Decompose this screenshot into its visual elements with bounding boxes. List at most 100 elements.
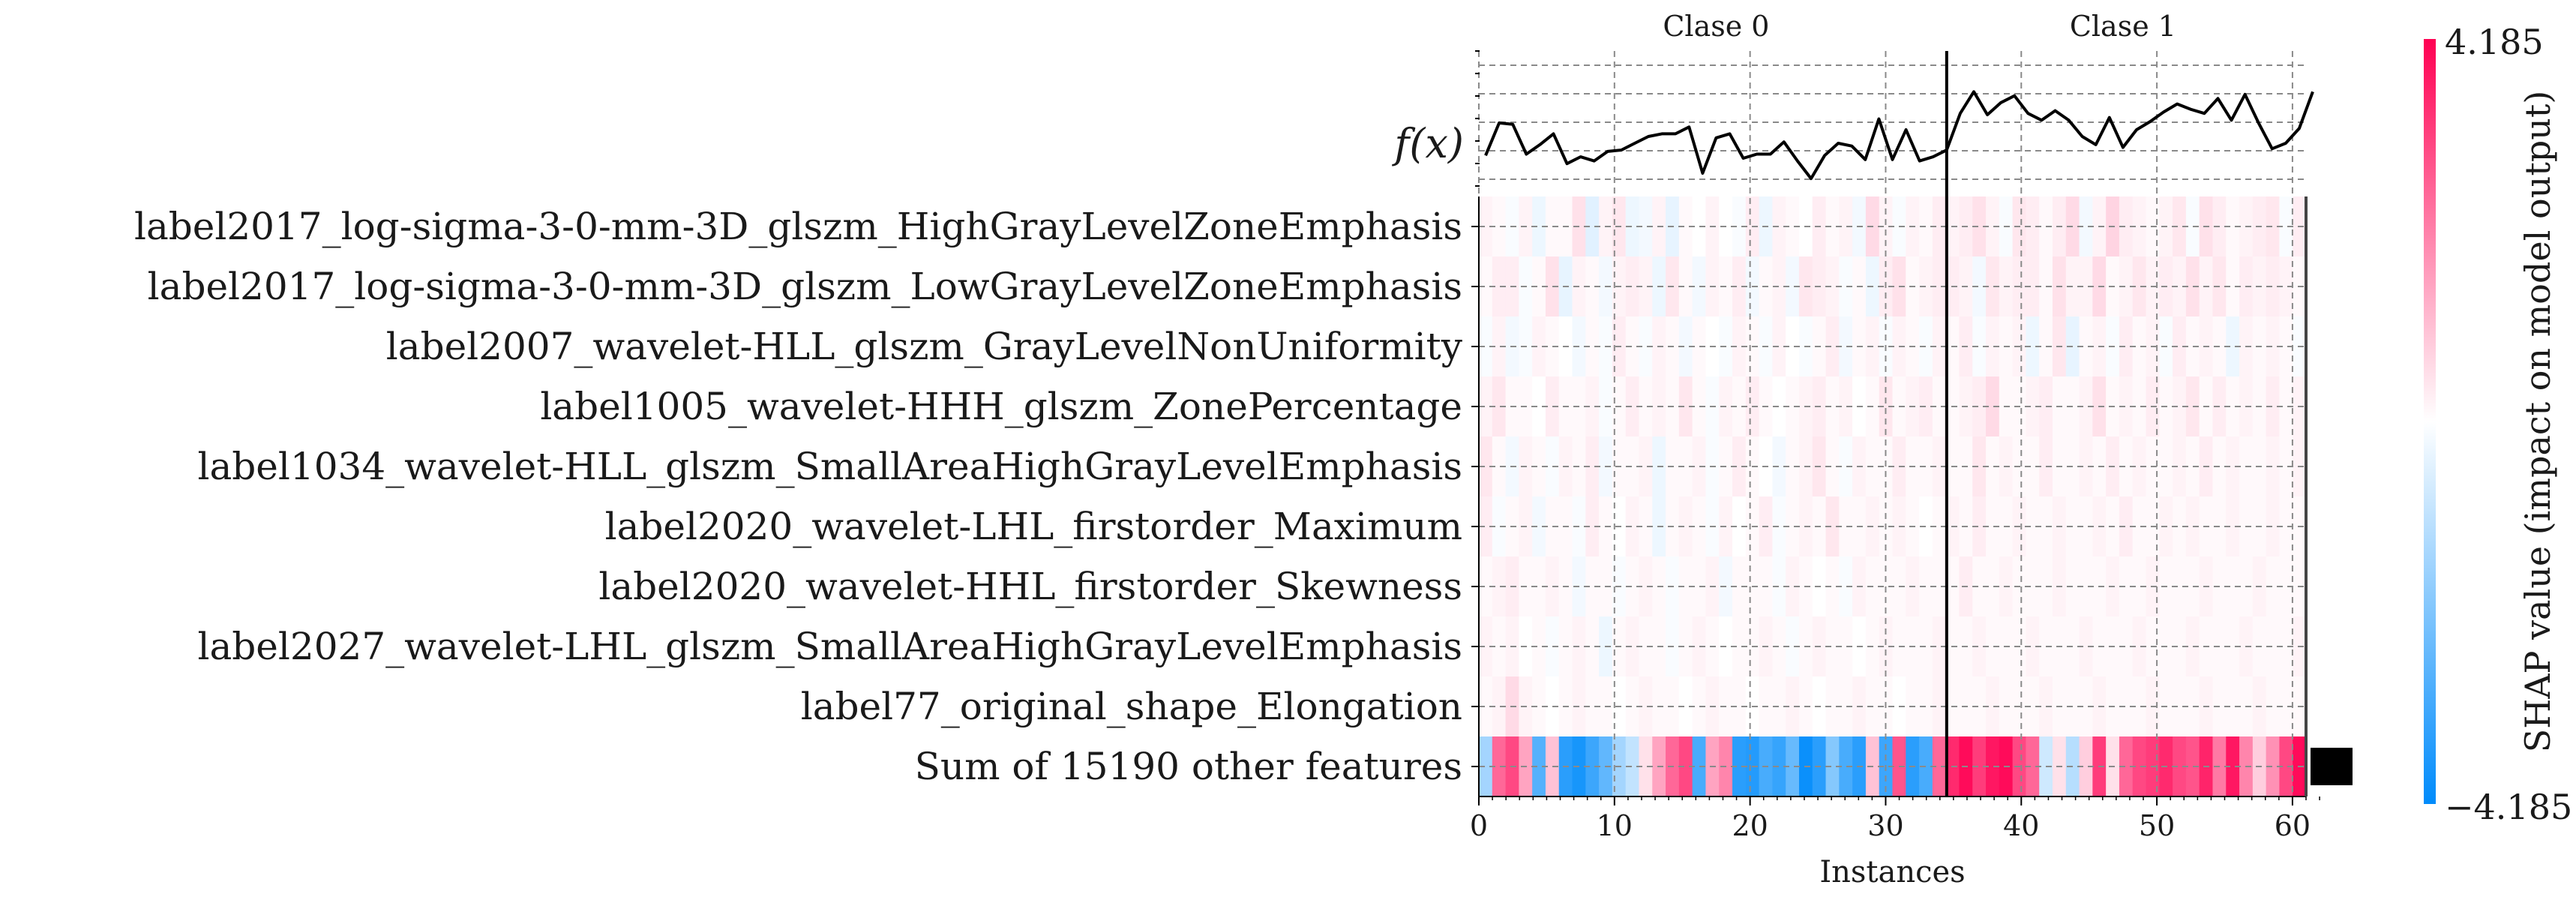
- heatmap-cell: [2226, 676, 2240, 736]
- heatmap-cell: [2132, 196, 2147, 256]
- heatmap-cell: [2266, 676, 2281, 736]
- heatmap-cell: [2026, 256, 2040, 316]
- heatmap-cell: [1532, 616, 1546, 676]
- heatmap-cell: [1585, 436, 1600, 496]
- heatmap-cell: [1532, 316, 1546, 376]
- heatmap-cell: [2026, 676, 2040, 736]
- heatmap-cell: [2026, 616, 2040, 676]
- heatmap-cell: [1919, 496, 1933, 556]
- heatmap-cell: [2079, 496, 2093, 556]
- feature-label: label2020_wavelet-LHL_firstorder_Maximum: [605, 505, 1462, 548]
- x-tick-label: 40: [2003, 809, 2039, 842]
- heatmap-cell: [2266, 496, 2281, 556]
- heatmap-cell: [2173, 256, 2187, 316]
- heatmap-cell: [1879, 376, 1894, 436]
- heatmap-cell: [2079, 316, 2093, 376]
- heatmap-cell: [1986, 376, 2000, 436]
- x-tick-label: 20: [1732, 809, 1768, 842]
- heatmap-cell: [2279, 676, 2293, 736]
- heatmap-cell: [2079, 196, 2093, 256]
- heatmap-cell: [1839, 316, 1853, 376]
- heatmap-cell: [2079, 556, 2093, 616]
- heatmap-cell: [1479, 256, 1493, 316]
- heatmap-cell: [1532, 436, 1546, 496]
- heatmap-cell: [1479, 376, 1493, 436]
- heatmap-cell: [1678, 556, 1693, 616]
- heatmap-cell: [1625, 556, 1640, 616]
- heatmap-cell: [1585, 676, 1600, 736]
- heatmap-cell: [2079, 676, 2093, 736]
- heatmap-cell: [1678, 616, 1693, 676]
- feature-label: label2027_wavelet-LHL_glszm_SmallAreaHig…: [198, 625, 1463, 668]
- heatmap-cell: [2173, 616, 2187, 676]
- heatmap-cell: [1919, 196, 1933, 256]
- heatmap-cell: [1986, 676, 2000, 736]
- heatmap-cell: [2026, 556, 2040, 616]
- heatmap-cell: [1639, 736, 1653, 796]
- heatmap-cell: [1585, 736, 1600, 796]
- heatmap-cell: [1932, 196, 1947, 256]
- heatmap-cell: [1986, 256, 2000, 316]
- heatmap-cell: [2173, 376, 2187, 436]
- heatmap-cell: [1879, 436, 1894, 496]
- heatmap-cell: [1825, 196, 1840, 256]
- heatmap-cell: [1772, 316, 1786, 376]
- heatmap-cell: [1839, 556, 1853, 616]
- heatmap-cell: [2132, 556, 2147, 616]
- heatmap-cell: [2266, 196, 2281, 256]
- class-label-1: Clase 1: [2070, 10, 2176, 43]
- heatmap-cell: [1678, 256, 1693, 316]
- heatmap-cell: [1492, 616, 1507, 676]
- heatmap-cell: [2079, 256, 2093, 316]
- heatmap-cell: [1585, 316, 1600, 376]
- heatmap-cell: [2226, 736, 2240, 796]
- heatmap-cell: [1825, 256, 1840, 316]
- heatmap-cell: [2132, 736, 2147, 796]
- heatmap-cell: [1639, 496, 1653, 556]
- heatmap-cell: [1986, 556, 2000, 616]
- heatmap-cell: [2226, 436, 2240, 496]
- heatmap-cell: [1732, 496, 1747, 556]
- heatmap-cell: [1585, 196, 1600, 256]
- feature-labels: label2017_log-sigma-3-0-mm-3D_glszm_High…: [134, 205, 1479, 788]
- heatmap-cell: [1839, 436, 1853, 496]
- heatmap-cell: [1678, 316, 1693, 376]
- x-axis-label: Instances: [1819, 855, 1965, 890]
- heatmap-cell: [1772, 256, 1786, 316]
- heatmap-cell: [1919, 436, 1933, 496]
- heatmap-cell: [2119, 616, 2134, 676]
- heatmap-cell: [2279, 616, 2293, 676]
- heatmap-cell: [1732, 196, 1747, 256]
- heatmap-cell: [1972, 736, 1987, 796]
- heatmap-cell: [2132, 376, 2147, 436]
- heatmap-cell: [1585, 256, 1600, 316]
- heatmap-cell: [1532, 376, 1546, 436]
- heatmap-cell: [2279, 316, 2293, 376]
- colorbar-min-label: −4.185: [2445, 787, 2572, 827]
- heatmap-cell: [1986, 496, 2000, 556]
- heatmap-cell: [1492, 196, 1507, 256]
- heatmap-cell: [1678, 736, 1693, 796]
- heatmap-cell: [2119, 316, 2134, 376]
- heatmap-cell: [1825, 736, 1840, 796]
- heatmap-cell: [1639, 316, 1653, 376]
- heatmap-cell: [1732, 676, 1747, 736]
- heatmap-cell: [1919, 676, 1933, 736]
- heatmap-cell: [2279, 196, 2293, 256]
- heatmap-cell: [1585, 496, 1600, 556]
- heatmap-cell: [1786, 256, 1800, 316]
- heatmap-cell: [1479, 496, 1493, 556]
- heatmap-cell: [1625, 196, 1640, 256]
- heatmap-cell: [1692, 676, 1707, 736]
- heatmap-cell: [1919, 736, 1933, 796]
- heatmap-cell: [1972, 676, 1987, 736]
- feature-label: label77_original_shape_Elongation: [801, 685, 1462, 728]
- heatmap-cell: [1986, 616, 2000, 676]
- heatmap-cell: [1479, 436, 1493, 496]
- heatmap-cell: [1492, 556, 1507, 616]
- heatmap-cell: [1479, 676, 1493, 736]
- heatmap-cell: [1786, 616, 1800, 676]
- heatmap-cell: [1479, 316, 1493, 376]
- heatmap-cell: [1479, 556, 1493, 616]
